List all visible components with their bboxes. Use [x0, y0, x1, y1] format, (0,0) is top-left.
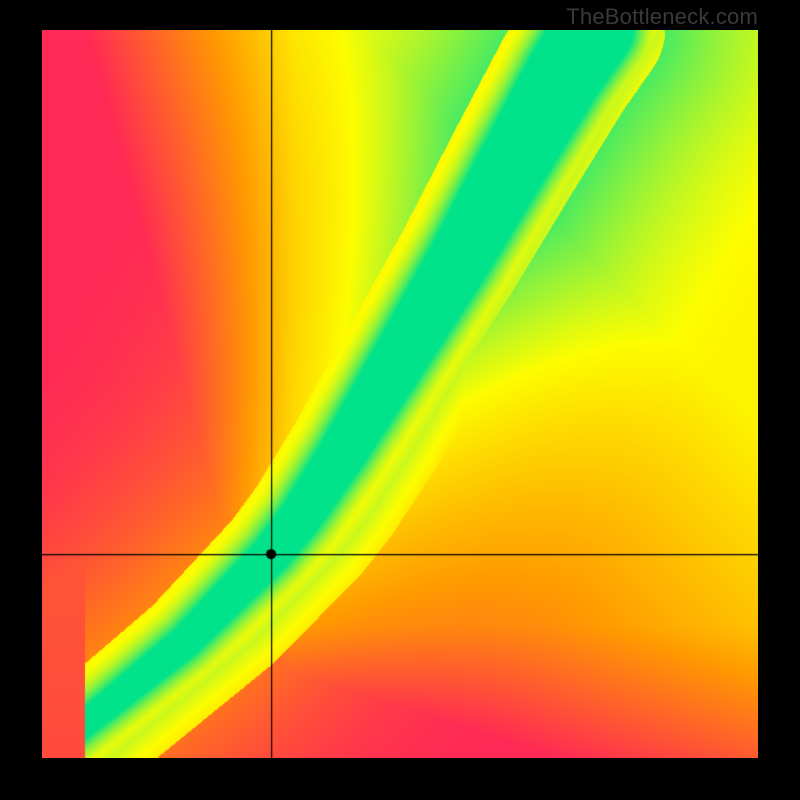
heatmap-canvas	[42, 30, 758, 758]
watermark-text: TheBottleneck.com	[566, 4, 758, 30]
chart-container: TheBottleneck.com	[0, 0, 800, 800]
plot-area	[42, 30, 758, 758]
